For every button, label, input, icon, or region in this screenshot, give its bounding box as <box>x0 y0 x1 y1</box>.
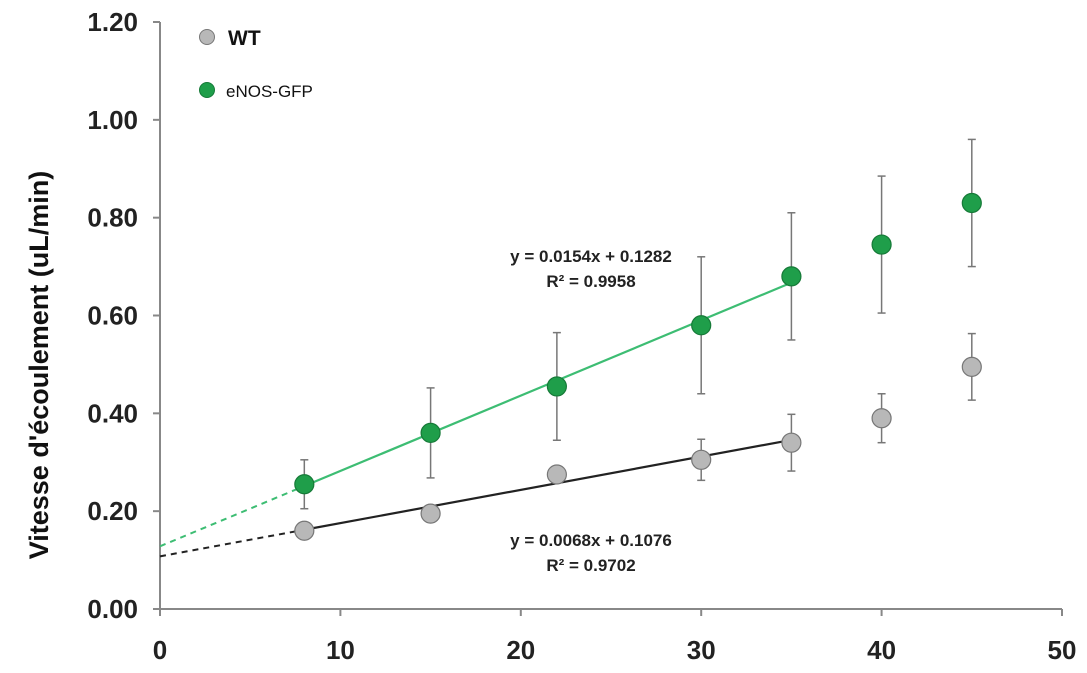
data-point-wt <box>871 408 892 429</box>
data-point-wt <box>420 503 441 524</box>
y-tick-label: 0.20 <box>87 496 138 526</box>
data-point-wt <box>294 520 315 541</box>
data-point-enos <box>961 192 982 214</box>
x-tick-label: 40 <box>867 635 896 665</box>
legend: WT eNOS-GFP <box>199 27 313 101</box>
y-tick-label: 0.40 <box>87 398 138 428</box>
x-tick-label: 30 <box>687 635 716 665</box>
axes <box>159 22 1062 610</box>
y-tick-label: 0.00 <box>87 594 138 624</box>
data-point-wt <box>691 449 712 470</box>
legend-marker-wt <box>199 29 215 45</box>
x-tick-label: 10 <box>326 635 355 665</box>
x-tick-label: 20 <box>506 635 535 665</box>
data-point-enos <box>871 234 892 255</box>
trend-equation-enos: y = 0.0154x + 0.1282 <box>510 247 672 266</box>
data-point-enos <box>691 315 712 336</box>
data-point-wt <box>546 464 567 485</box>
data-points <box>294 192 982 541</box>
ticks: 0 10 20 30 40 50 0.00 0.20 0.40 0.60 0.80 1.00 1.20 <box>87 7 1076 665</box>
y-axis-label: Vitesse d'écoulement (uL/min) <box>24 171 54 560</box>
legend-label-wt: WT <box>228 27 261 50</box>
y-tick-label: 1.20 <box>87 7 138 37</box>
data-point-enos <box>546 376 567 397</box>
x-tick-label: 0 <box>153 635 167 665</box>
trendline-extension-enos <box>159 485 305 548</box>
legend-marker-enos <box>199 82 215 98</box>
trend-equation-wt: y = 0.0068x + 0.1076 <box>510 531 672 550</box>
x-tick-label: 50 <box>1048 635 1077 665</box>
trend-r2-wt: R² = 0.9702 <box>546 556 635 575</box>
y-tick-label: 1.00 <box>87 105 138 135</box>
y-tick-label: 0.60 <box>87 301 138 331</box>
trend-r2-enos: R² = 0.9958 <box>546 272 635 291</box>
error-bars <box>300 138 976 510</box>
data-point-enos <box>420 422 441 443</box>
y-tick-label: 0.80 <box>87 203 138 233</box>
data-point-enos <box>781 266 802 287</box>
trendline-extension-wt <box>159 528 305 558</box>
data-point-wt <box>781 432 802 453</box>
data-point-wt <box>961 356 982 377</box>
legend-label-enos: eNOS-GFP <box>226 82 313 101</box>
data-point-enos <box>294 474 315 495</box>
trendline-wt <box>304 438 792 531</box>
